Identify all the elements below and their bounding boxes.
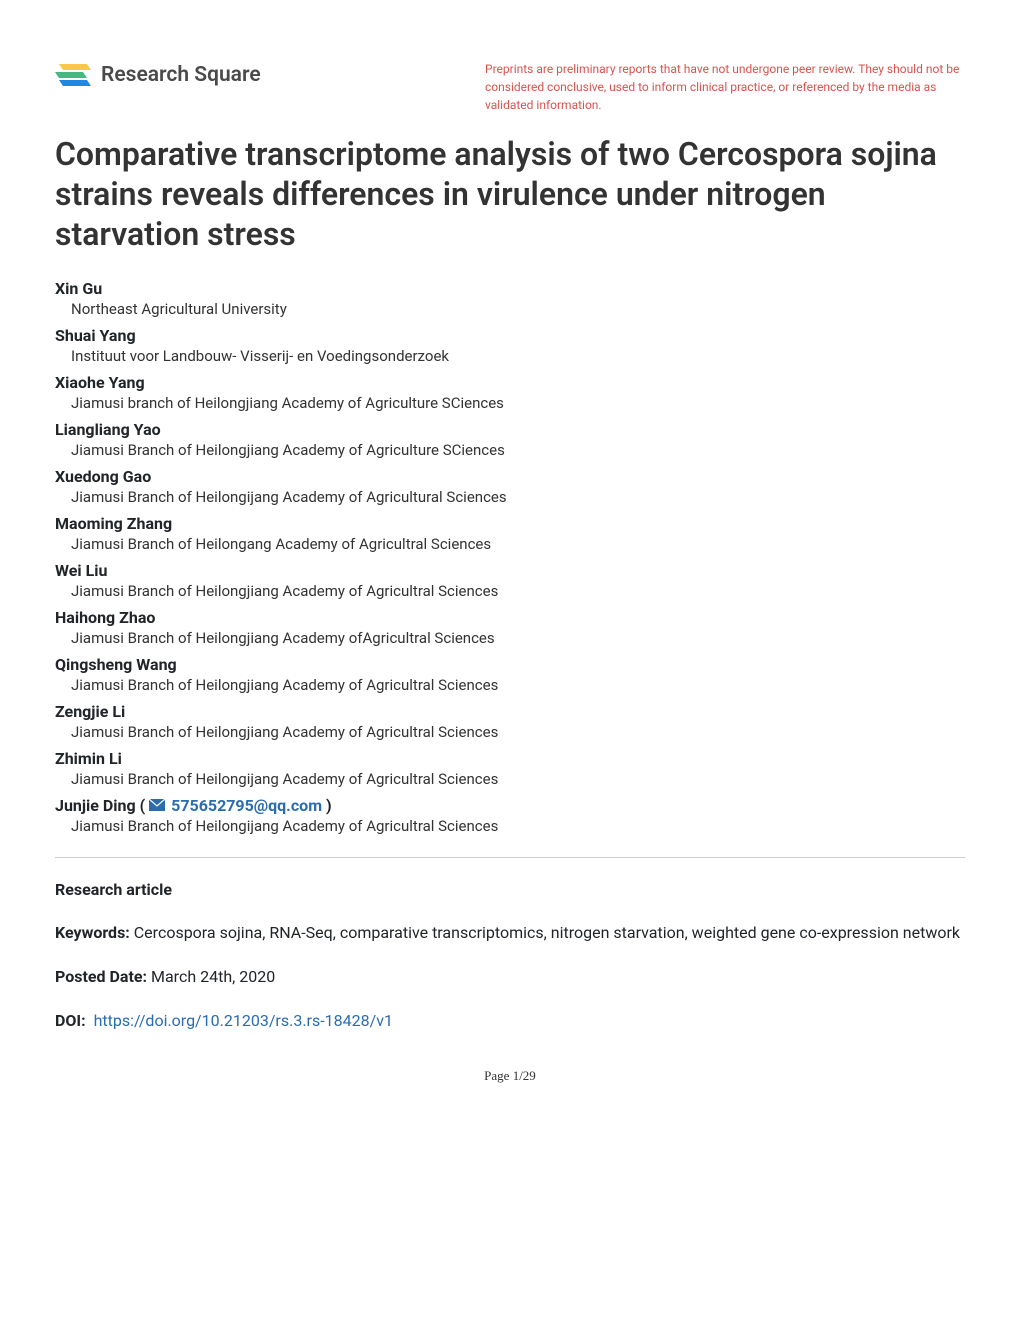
posted-date-row: Posted Date: March 24th, 2020 (55, 965, 965, 989)
article-type: Research article (55, 880, 965, 899)
author-entry: Shuai Yang Instituut voor Landbouw- Viss… (55, 326, 965, 365)
author-affiliation: Jiamusi Branch of Heilongang Academy of … (55, 535, 965, 553)
author-entry: Haihong Zhao Jiamusi Branch of Heilongji… (55, 608, 965, 647)
author-name: Xiaohe Yang (55, 373, 965, 392)
author-name: Zengjie Li (55, 702, 965, 721)
author-entry: Liangliang Yao Jiamusi Branch of Heilong… (55, 420, 965, 459)
preprint-disclaimer: Preprints are preliminary reports that h… (485, 60, 965, 114)
author-name: Zhimin Li (55, 749, 965, 768)
doi-row: DOI: https://doi.org/10.21203/rs.3.rs-18… (55, 1009, 965, 1033)
author-name: Maoming Zhang (55, 514, 965, 533)
author-name: Wei Liu (55, 561, 965, 580)
author-affiliation: Northeast Agricultural University (55, 300, 965, 318)
author-affiliation: Jiamusi Branch of Heilongjiang Academy o… (55, 676, 965, 694)
author-entry: Qingsheng Wang Jiamusi Branch of Heilong… (55, 655, 965, 694)
author-list: Xin Gu Northeast Agricultural University… (55, 279, 965, 835)
author-affiliation: Jiamusi Branch of Heilongjiang Academy o… (55, 441, 965, 459)
doi-link[interactable]: https://doi.org/10.21203/rs.3.rs-18428/v… (94, 1011, 393, 1030)
author-name: Shuai Yang (55, 326, 965, 345)
author-affiliation: Jiamusi Branch of Heilongijang Academy o… (55, 817, 965, 835)
author-name: Junjie Ding ( 575652795@qq.com ) (55, 796, 965, 815)
posted-date-text: March 24th, 2020 (147, 967, 275, 986)
article-title: Comparative transcriptome analysis of tw… (55, 134, 965, 254)
header-row: Research Square Preprints are preliminar… (55, 60, 965, 114)
corresponding-email-wrap: 575652795@qq.com (149, 796, 322, 815)
keywords-row: Keywords: Cercospora sojina, RNA-Seq, co… (55, 921, 965, 945)
keywords-text: Cercospora sojina, RNA-Seq, comparative … (130, 923, 960, 942)
posted-date-label: Posted Date: (55, 967, 147, 986)
author-name: Liangliang Yao (55, 420, 965, 439)
author-name: Haihong Zhao (55, 608, 965, 627)
author-affiliation: Jiamusi Branch of Heilongjiang Academy o… (55, 582, 965, 600)
author-entry: Xiaohe Yang Jiamusi branch of Heilongjia… (55, 373, 965, 412)
author-affiliation: Jiamusi branch of Heilongjiang Academy o… (55, 394, 965, 412)
author-entry: Xin Gu Northeast Agricultural University (55, 279, 965, 318)
author-name: Qingsheng Wang (55, 655, 965, 674)
author-entry: Zengjie Li Jiamusi Branch of Heilongjian… (55, 702, 965, 741)
author-name: Xin Gu (55, 279, 965, 298)
paren-close: ) (322, 796, 332, 815)
corresponding-name: Junjie Ding (55, 796, 136, 815)
author-entry: Zhimin Li Jiamusi Branch of Heilongijang… (55, 749, 965, 788)
envelope-icon (149, 796, 165, 815)
author-affiliation: Instituut voor Landbouw- Visserij- en Vo… (55, 347, 965, 365)
section-divider (55, 857, 965, 858)
doi-label: DOI: (55, 1011, 86, 1030)
corresponding-author-entry: Junjie Ding ( 575652795@qq.com ) Jiamusi… (55, 796, 965, 835)
keywords-label: Keywords: (55, 923, 130, 942)
author-entry: Xuedong Gao Jiamusi Branch of Heilongija… (55, 467, 965, 506)
corresponding-email[interactable]: 575652795@qq.com (171, 796, 322, 815)
paren-open: ( (136, 796, 150, 815)
author-name: Xuedong Gao (55, 467, 965, 486)
page-number: Page 1/29 (55, 1068, 965, 1084)
logo-mark-icon (55, 60, 91, 90)
author-affiliation: Jiamusi Branch of Heilongjiang Academy o… (55, 629, 965, 647)
logo-text: Research Square (101, 63, 261, 87)
author-entry: Maoming Zhang Jiamusi Branch of Heilonga… (55, 514, 965, 553)
author-entry: Wei Liu Jiamusi Branch of Heilongjiang A… (55, 561, 965, 600)
author-affiliation: Jiamusi Branch of Heilongijang Academy o… (55, 488, 965, 506)
author-affiliation: Jiamusi Branch of Heilongjiang Academy o… (55, 723, 965, 741)
logo[interactable]: Research Square (55, 60, 261, 90)
author-affiliation: Jiamusi Branch of Heilongijang Academy o… (55, 770, 965, 788)
